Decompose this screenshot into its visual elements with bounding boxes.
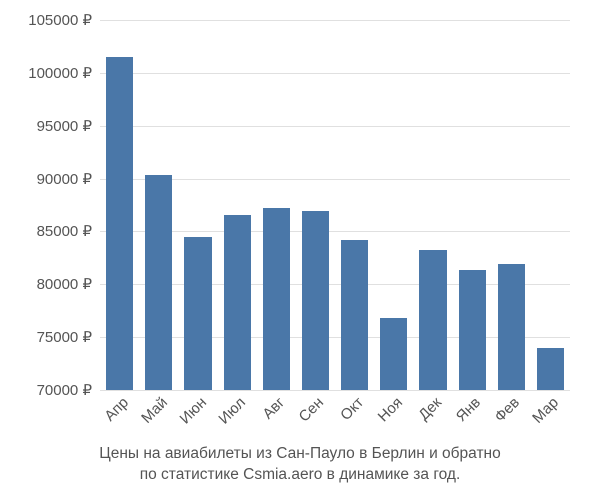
caption-line-2: по статистике Csmia.aero в динамике за г…	[140, 466, 461, 483]
bar-slot	[263, 20, 290, 390]
y-tick-label: 105000 ₽	[0, 11, 92, 29]
bar	[380, 318, 407, 390]
bar-slot	[419, 20, 446, 390]
x-tick-label: Мар	[530, 394, 563, 427]
bar	[145, 175, 172, 390]
bar	[302, 211, 329, 390]
x-label-slot: Июл	[224, 394, 251, 434]
bar-slot	[459, 20, 486, 390]
y-tick-label: 80000 ₽	[0, 275, 92, 293]
x-label-slot: Сен	[302, 394, 329, 434]
bar	[224, 215, 251, 390]
x-tick-label: Дек	[415, 394, 445, 424]
x-tick-label: Апр	[101, 394, 132, 425]
grid-line	[100, 390, 570, 391]
x-tick-label: Фев	[492, 394, 524, 426]
caption-line-1: Цены на авиабилеты из Сан-Пауло в Берлин…	[99, 445, 501, 462]
y-tick-label: 95000 ₽	[0, 117, 92, 135]
x-label-slot: Апр	[106, 394, 133, 434]
y-tick-label: 100000 ₽	[0, 64, 92, 82]
bar-slot	[224, 20, 251, 390]
bar	[106, 57, 133, 390]
y-tick-label: 90000 ₽	[0, 170, 92, 188]
x-label-slot: Июн	[184, 394, 211, 434]
bar	[263, 208, 290, 390]
bar-slot	[380, 20, 407, 390]
x-label-slot: Окт	[341, 394, 368, 434]
x-label-slot: Ноя	[380, 394, 407, 434]
bar-slot	[145, 20, 172, 390]
y-tick-label: 70000 ₽	[0, 381, 92, 399]
bar-slot	[498, 20, 525, 390]
bar-slot	[537, 20, 564, 390]
x-tick-label: Июл	[216, 394, 250, 428]
x-tick-label: Июн	[176, 394, 209, 427]
x-axis-labels: АпрМайИюнИюлАвгСенОктНояДекЯнвФевМар	[100, 394, 570, 434]
x-tick-label: Окт	[337, 394, 367, 424]
bar	[184, 237, 211, 390]
x-label-slot: Авг	[263, 394, 290, 434]
bar-slot	[184, 20, 211, 390]
bars-container	[100, 20, 570, 390]
x-label-slot: Янв	[459, 394, 486, 434]
y-tick-label: 85000 ₽	[0, 222, 92, 240]
bar	[419, 250, 446, 390]
x-label-slot: Мар	[537, 394, 564, 434]
x-tick-label: Май	[138, 394, 171, 427]
bar-slot	[302, 20, 329, 390]
bar	[498, 264, 525, 390]
chart-caption: Цены на авиабилеты из Сан-Пауло в Берлин…	[0, 444, 600, 486]
bar-slot	[106, 20, 133, 390]
price-bar-chart: 70000 ₽ 75000 ₽ 80000 ₽ 85000 ₽ 90000 ₽ 95000…	[0, 0, 600, 500]
bar-slot	[341, 20, 368, 390]
x-tick-label: Ноя	[374, 394, 405, 425]
x-label-slot: Май	[145, 394, 172, 434]
bar	[341, 240, 368, 390]
x-tick-label: Янв	[453, 394, 484, 425]
x-tick-label: Сен	[296, 394, 327, 425]
bar	[537, 348, 564, 390]
x-label-slot: Дек	[419, 394, 446, 434]
bar	[459, 270, 486, 391]
plot-area	[100, 20, 570, 390]
x-label-slot: Фев	[498, 394, 525, 434]
y-tick-label: 75000 ₽	[0, 328, 92, 346]
x-tick-label: Авг	[260, 394, 289, 423]
